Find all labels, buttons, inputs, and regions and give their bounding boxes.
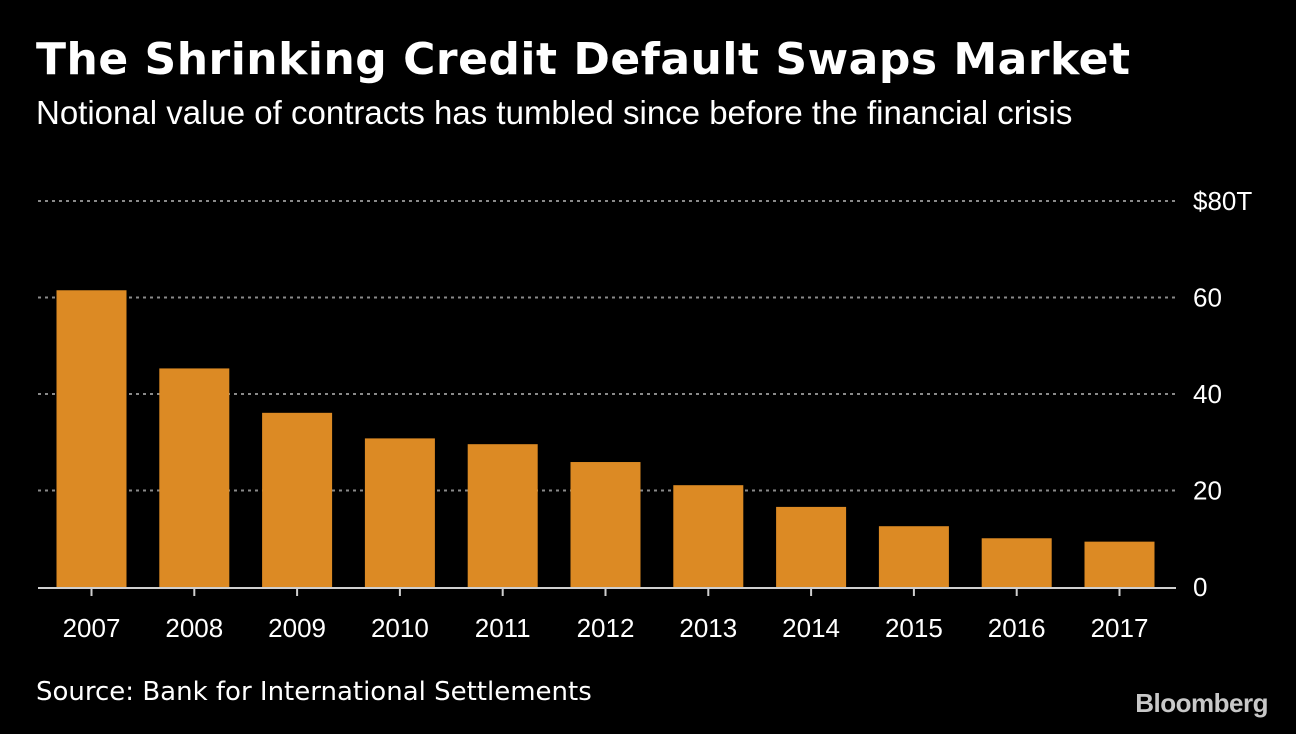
y-tick-label-20: 20 (1193, 476, 1222, 506)
x-tick-label-2009: 2009 (268, 613, 326, 643)
x-tick-label-2008: 2008 (165, 613, 223, 643)
bar-2010 (364, 438, 435, 587)
bar-2012 (570, 462, 641, 587)
x-tick-label-2014: 2014 (782, 613, 840, 643)
y-tick-labels: 0 20 40 60 $80T (1193, 186, 1252, 602)
x-tick-label-2010: 2010 (371, 613, 429, 643)
bar-2013 (673, 485, 744, 587)
bar-2015 (878, 526, 949, 587)
y-tick-label-0: 0 (1193, 572, 1207, 602)
source-note: Source: Bank for International Settlemen… (36, 677, 592, 707)
bar-2017 (1084, 541, 1155, 587)
bar-2007 (56, 290, 127, 587)
x-tick-label-2013: 2013 (679, 613, 737, 643)
bloomberg-logo: Bloomberg (1135, 688, 1268, 718)
chart-subtitle: Notional value of contracts has tumbled … (36, 94, 1073, 131)
x-tick-label-2011: 2011 (475, 613, 531, 643)
x-tick-label-2016: 2016 (988, 613, 1046, 643)
bar-2016 (981, 538, 1052, 587)
bar-2008 (159, 368, 230, 587)
y-tick-label-60: 60 (1193, 283, 1222, 313)
x-tick-label-2012: 2012 (577, 613, 635, 643)
x-axis (38, 587, 1176, 596)
bar-2014 (776, 506, 847, 587)
x-tick-label-2007: 2007 (63, 613, 121, 643)
chart-title: The Shrinking Credit Default Swaps Marke… (36, 34, 1131, 85)
x-tick-labels: 2007 2008 2009 2010 2011 2012 2013 2014 2015 2016… (63, 613, 1149, 643)
y-tick-label-40: 40 (1193, 379, 1222, 409)
bar-2011 (467, 444, 538, 587)
bar-2009 (262, 412, 333, 587)
x-tick-label-2017: 2017 (1091, 613, 1149, 643)
x-tick-label-2015: 2015 (885, 613, 943, 643)
y-tick-label-80: $80T (1193, 186, 1252, 216)
bars (56, 290, 1155, 587)
